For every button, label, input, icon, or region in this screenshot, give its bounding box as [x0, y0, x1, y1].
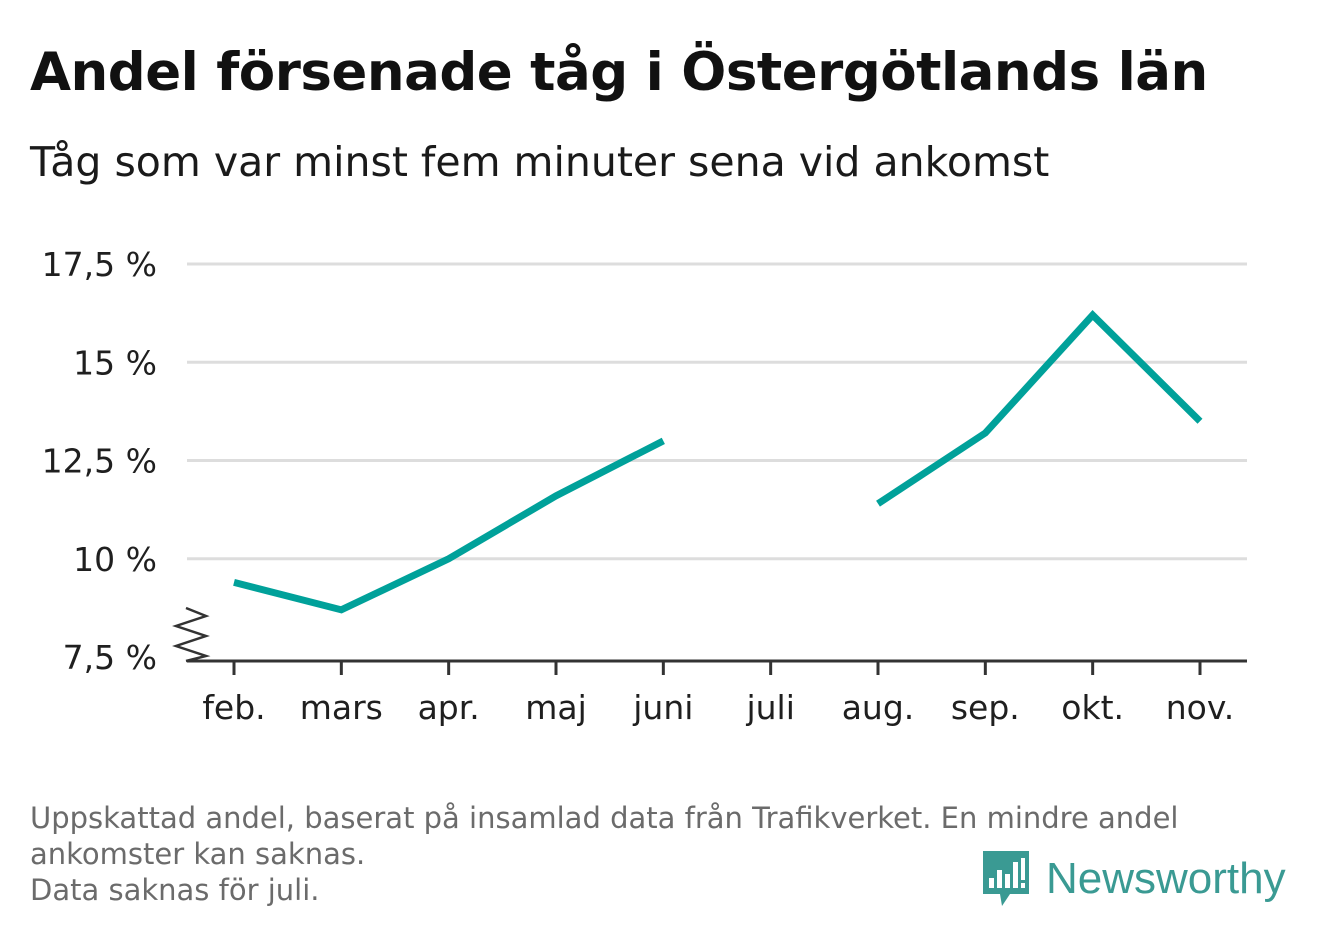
x-tick-label: mars — [300, 688, 383, 727]
x-tick-label: aug. — [842, 688, 915, 727]
series-line-segment — [876, 310, 1203, 507]
x-tick-label: juni — [632, 688, 693, 727]
y-tick-label: 10 % — [73, 540, 157, 579]
series-lines — [233, 310, 1203, 614]
x-tick-label: juli — [745, 688, 794, 727]
brand-logo: Newsworthy — [980, 848, 1286, 910]
y-tick-label: 17,5 % — [42, 245, 157, 284]
footnote-line-2: ankomster kan saknas. — [30, 837, 366, 871]
y-tick-label: 15 % — [73, 343, 157, 382]
axis-break-icon — [172, 606, 211, 663]
x-axis — [172, 606, 1247, 663]
y-tick-label: 7,5 % — [63, 638, 157, 677]
x-tick-label: feb. — [202, 688, 265, 727]
gridlines — [187, 262, 1247, 561]
x-tick-label: maj — [525, 688, 587, 727]
chart-title: Andel försenade tåg i Östergötlands län — [30, 42, 1208, 103]
y-axis-tick-labels: 7,5 % 10 % 12,5 % 15 % 17,5 % — [42, 245, 157, 677]
x-tick-label: nov. — [1166, 688, 1235, 727]
x-tick-label: okt. — [1061, 688, 1124, 727]
line-chart: 7,5 % 10 % 12,5 % 15 % 17,5 % feb. mars apr. ma… — [42, 245, 1247, 727]
footnote-line-3: Data saknas för juli. — [30, 873, 320, 907]
y-tick-label: 12,5 % — [42, 442, 157, 481]
x-tick-label: apr. — [418, 688, 480, 727]
footnote-line-1: Uppskattad andel, baserat på insamlad da… — [30, 801, 1179, 835]
footnote: Uppskattad andel, baserat på insamlad da… — [30, 800, 1290, 908]
series-line-segment — [233, 437, 665, 614]
x-tick-label: sep. — [951, 688, 1020, 727]
x-axis-tick-labels: feb. mars apr. maj juni juli aug. sep. okt. nov. — [202, 661, 1234, 727]
bar-chart-speech-bubble-icon — [983, 851, 1029, 906]
chart-subtitle: Tåg som var minst fem minuter sena vid a… — [30, 138, 1050, 186]
brand-name: Newsworthy — [1046, 854, 1286, 903]
